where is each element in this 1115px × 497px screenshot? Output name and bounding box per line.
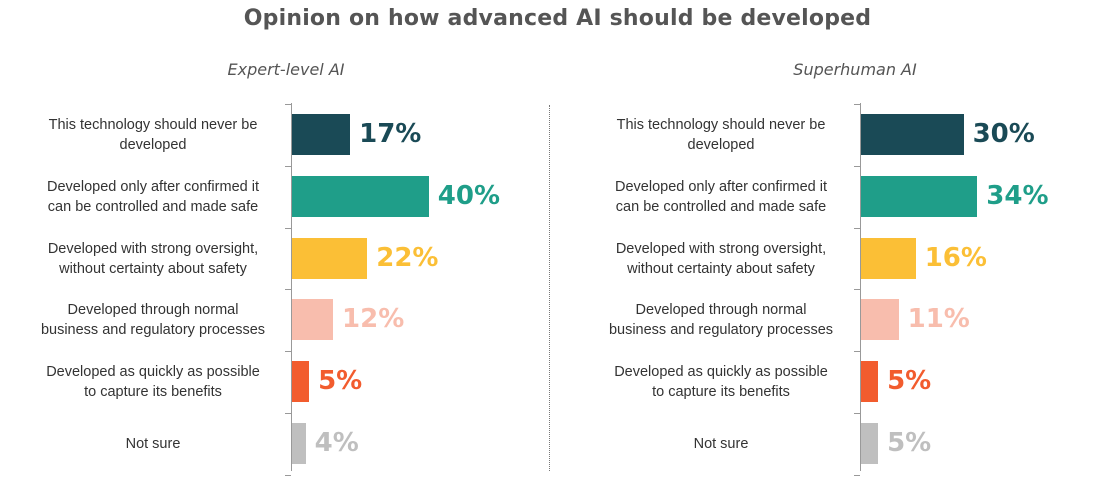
category-label-text: Not sure [694, 434, 749, 454]
bar [861, 361, 879, 403]
category-label-text: Developed with strong oversight, without … [48, 239, 258, 279]
category-label-line: Not sure [693, 436, 749, 452]
axis-tick [285, 104, 291, 105]
axis-tick [285, 165, 291, 167]
data-label: 5% [318, 366, 363, 397]
axis-tick [285, 351, 291, 353]
panel-divider [549, 105, 550, 471]
axis-tick [285, 289, 291, 291]
data-label: 12% [342, 304, 405, 335]
category-label-line: without certainty about safety [627, 260, 815, 277]
data-label: 5% [887, 428, 932, 458]
category-label: Developed as quickly as possible to captu… [590, 360, 852, 404]
category-label: Developed only after confirmed it can be … [22, 175, 284, 219]
data-label: 40% [437, 180, 501, 211]
category-label: Not sure [590, 422, 852, 466]
category-label-text: Developed through normal business and reg… [609, 300, 833, 340]
bar [292, 237, 368, 279]
category-label-line: Developed through normal [635, 302, 807, 319]
category-label-text: This technology should never be developed [617, 115, 826, 155]
chart-title: Opinion on how advanced AI should be dev… [243, 6, 872, 31]
data-label: 30% [972, 119, 1035, 149]
bar [861, 423, 879, 464]
axis-tick [854, 289, 860, 291]
category-label-line: Developed as quickly as possible [46, 364, 260, 381]
category-label: Not sure [22, 422, 284, 466]
data-label: 16% [924, 242, 987, 273]
category-label: This technology should never be developed [590, 113, 852, 157]
category-label: Developed as quickly as possible to captu… [22, 360, 284, 404]
axis-tick [854, 227, 860, 229]
category-label-line: business and regulatory processes [608, 322, 834, 339]
bar [292, 361, 310, 403]
bar [861, 175, 978, 217]
category-label-line: Developed through normal [67, 302, 239, 319]
category-label-line: can be controlled and made safe [47, 198, 259, 215]
axis-tick [854, 413, 860, 414]
category-label-text: Developed as quickly as possible to captu… [46, 362, 260, 402]
category-label-line: to capture its benefits [652, 384, 790, 401]
data-label: 4% [314, 428, 359, 458]
data-label: 34% [986, 180, 1049, 211]
bar [292, 299, 334, 341]
category-label-text: Developed through normal business and reg… [41, 300, 265, 340]
bar [292, 114, 351, 155]
y-axis-line [860, 103, 861, 471]
axis-tick [854, 165, 860, 167]
axis-tick [854, 474, 860, 476]
panel-subtitle-expert: Expert-level AI [227, 60, 345, 79]
category-label-line: Developed with strong oversight, [615, 240, 827, 257]
panel-subtitle-superhuman: Superhuman AI [793, 60, 917, 79]
category-label: Developed only after confirmed it can be … [590, 175, 852, 219]
data-label: 5% [887, 366, 932, 397]
category-label-line: developed [687, 137, 755, 153]
category-label-text: Developed with strong oversight, without … [616, 239, 826, 279]
data-label: 22% [376, 242, 439, 273]
category-label-text: Not sure [126, 434, 181, 454]
category-label-line: Developed only after confirmed it [615, 178, 827, 195]
category-label: Developed with strong oversight, without … [22, 237, 284, 281]
category-label: Developed through normal business and reg… [590, 298, 852, 342]
category-label-text: Developed only after confirmed it can be … [615, 177, 827, 217]
category-label-line: This technology should never be [616, 117, 826, 133]
category-label-line: Not sure [125, 436, 181, 452]
bar [861, 114, 964, 155]
axis-tick [854, 104, 860, 105]
category-label-line: developed [119, 137, 187, 153]
axis-tick [285, 413, 291, 414]
category-label-line: Developed only after confirmed it [47, 178, 259, 195]
axis-tick [285, 474, 291, 476]
data-label: 17% [359, 119, 422, 149]
data-label: 11% [907, 304, 970, 335]
category-label-line: without certainty about safety [59, 260, 247, 277]
category-label-line: can be controlled and made safe [615, 198, 827, 215]
bar [292, 423, 306, 464]
category-label-text: Developed only after confirmed it can be … [47, 177, 259, 217]
bar [861, 237, 916, 279]
category-label-line: Developed with strong oversight, [47, 240, 259, 257]
category-label-line: Developed as quickly as possible [614, 364, 828, 381]
category-label-line: to capture its benefits [84, 384, 222, 401]
category-label: Developed with strong oversight, without … [590, 237, 852, 281]
axis-tick [854, 351, 860, 353]
category-label: Developed through normal business and reg… [22, 298, 284, 342]
y-axis-line [291, 103, 292, 471]
category-label-text: Developed as quickly as possible to captu… [614, 362, 828, 402]
bar [861, 299, 899, 341]
category-label-line: This technology should never be [48, 117, 258, 133]
category-label-text: This technology should never be developed [49, 115, 258, 155]
category-label-line: business and regulatory processes [40, 322, 266, 339]
axis-tick [285, 227, 291, 229]
bar [292, 175, 429, 217]
category-label: This technology should never be developed [22, 113, 284, 157]
